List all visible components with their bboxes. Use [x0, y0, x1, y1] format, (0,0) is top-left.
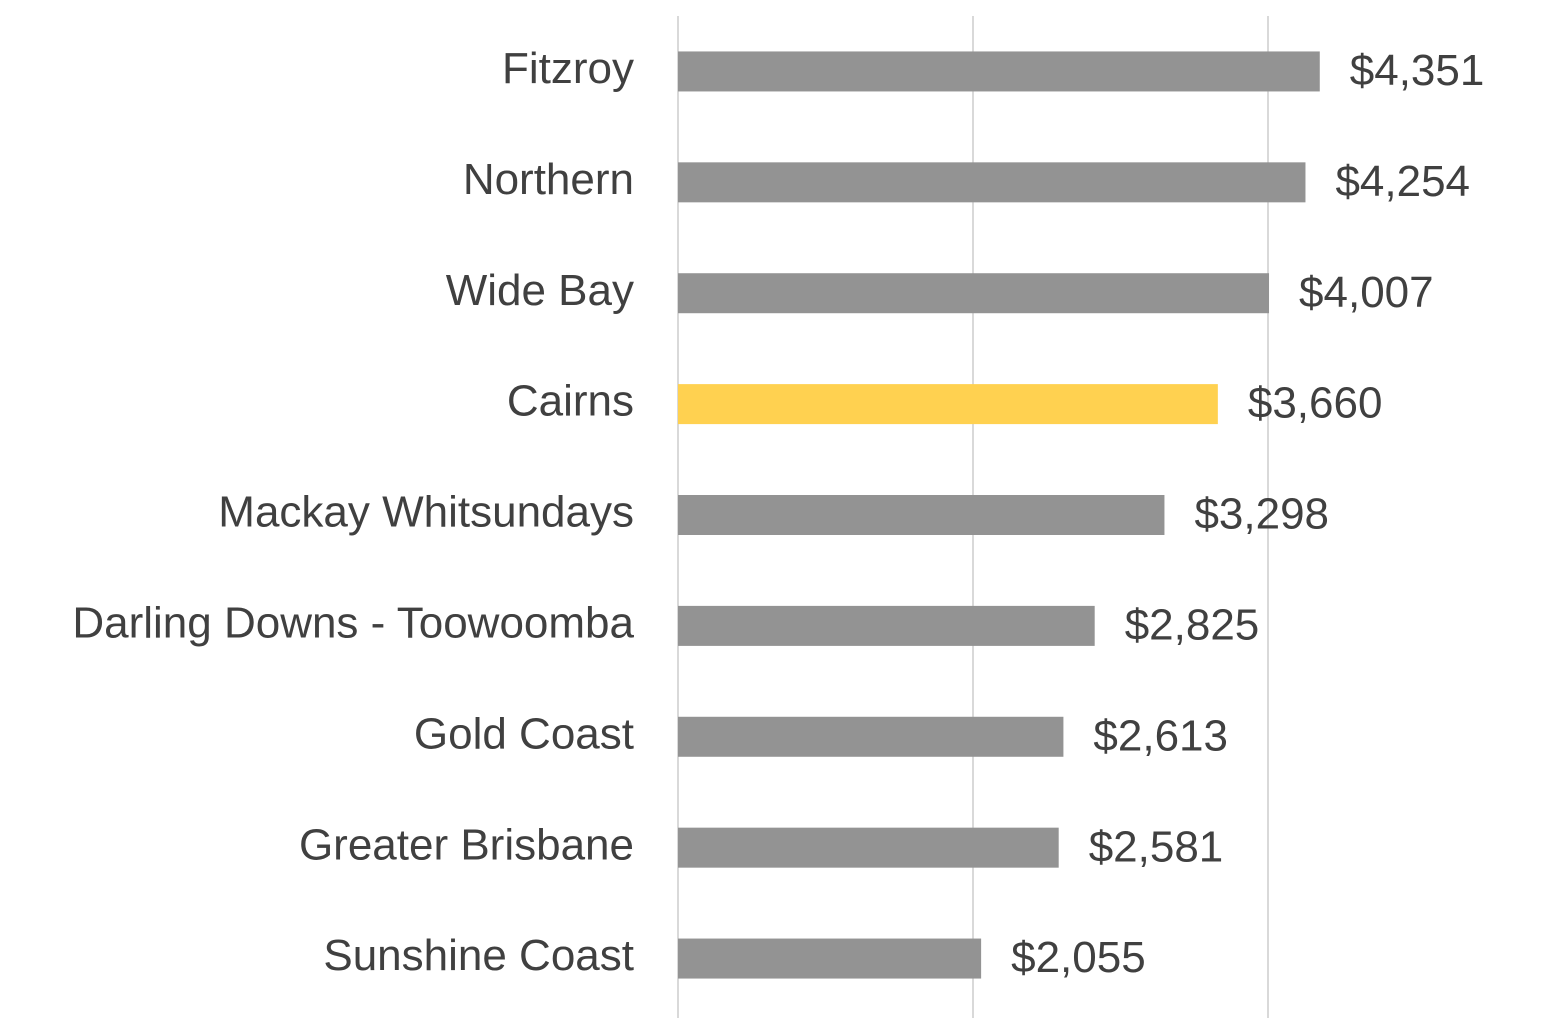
bar	[678, 495, 1165, 535]
bar	[678, 827, 1059, 868]
category-label: Sunshine Coast	[323, 931, 634, 980]
bar	[678, 162, 1306, 203]
value-label: $3,660	[1248, 379, 1383, 428]
category-label: Cairns	[507, 377, 634, 426]
category-label: Northern	[463, 155, 634, 204]
value-label: $2,581	[1089, 822, 1224, 871]
category-label: Darling Downs - Toowoomba	[72, 599, 634, 648]
bar	[678, 384, 1218, 425]
bar	[678, 938, 982, 979]
category-label: Greater Brisbane	[299, 820, 634, 869]
value-label: $3,298	[1194, 490, 1329, 539]
bar	[678, 51, 1320, 92]
value-label: $4,351	[1350, 46, 1485, 95]
bar	[678, 605, 1095, 646]
category-label: Fitzroy	[502, 44, 634, 93]
bar	[678, 716, 1064, 757]
value-label: $2,825	[1125, 601, 1260, 650]
value-label: $2,055	[1011, 933, 1146, 982]
value-label: $4,007	[1299, 268, 1434, 317]
category-label: Gold Coast	[414, 709, 634, 758]
bar	[678, 273, 1270, 314]
category-label: Wide Bay	[446, 266, 634, 315]
category-label: Mackay Whitsundays	[218, 488, 634, 537]
value-label: $4,254	[1335, 157, 1470, 206]
value-label: $2,613	[1093, 711, 1228, 760]
